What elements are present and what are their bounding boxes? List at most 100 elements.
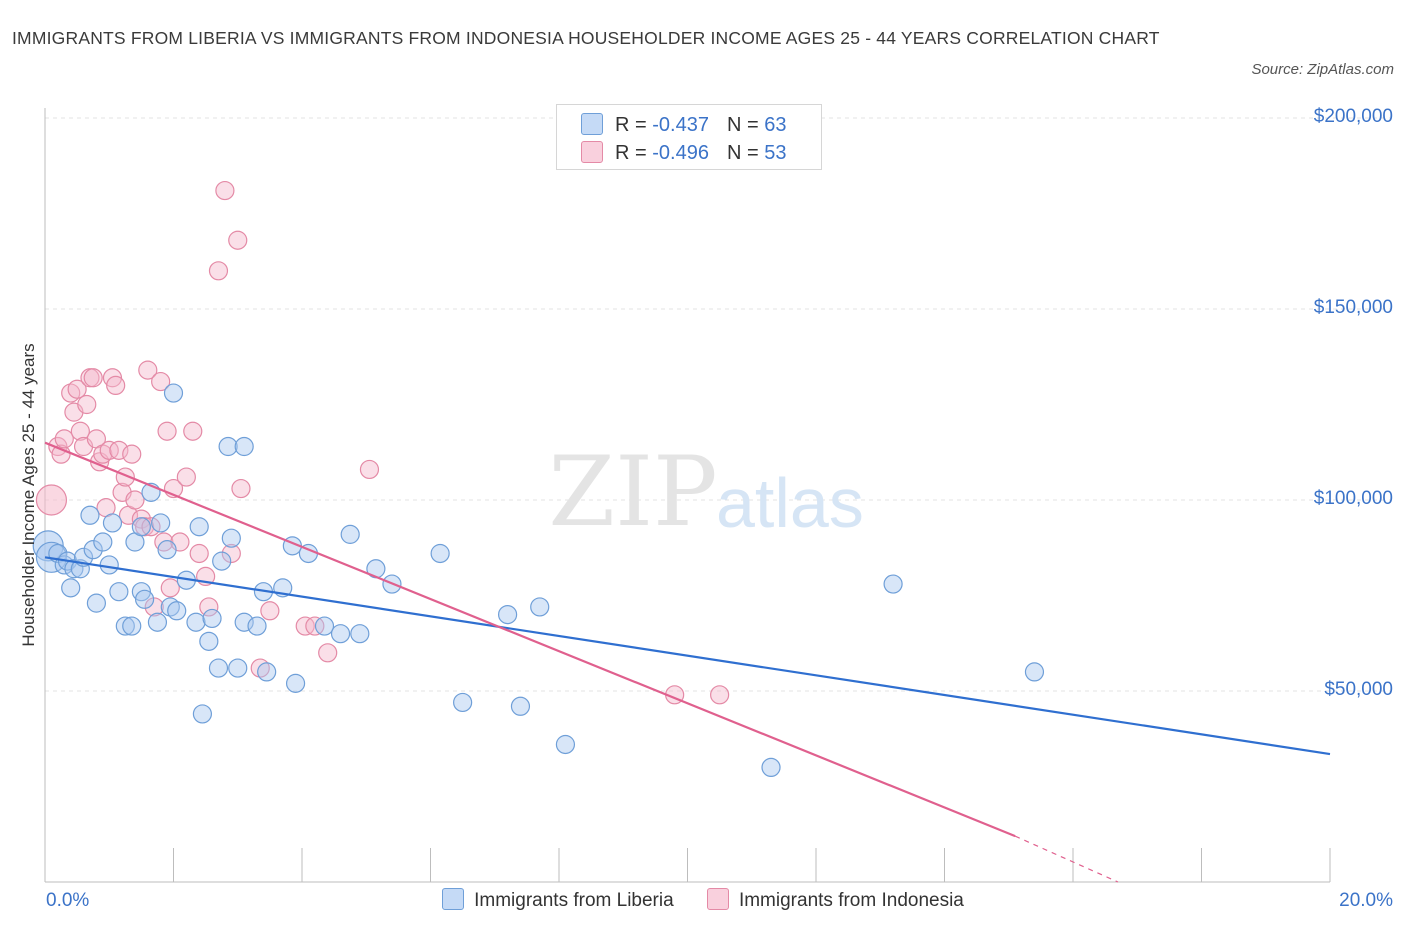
indonesia-point-2 <box>51 444 71 464</box>
chart-title: IMMIGRANTS FROM LIBERIA VS IMMIGRANTS FR… <box>12 28 1160 48</box>
liberia-point-27 <box>163 383 184 403</box>
liberia-point-34 <box>202 608 222 629</box>
indonesia-point-41 <box>208 261 229 281</box>
indonesia-point-50 <box>318 643 338 663</box>
liberia-point-58 <box>510 696 531 716</box>
series-liberia-points <box>32 383 1045 778</box>
liberia-point-61 <box>761 757 781 778</box>
liberia-point-49 <box>314 616 335 636</box>
indonesia-point-24 <box>125 490 145 510</box>
series-indonesia-points <box>35 180 730 705</box>
indonesia-point-47 <box>260 601 280 621</box>
liberia-point-14 <box>102 513 123 533</box>
indonesia-point-28 <box>141 517 161 537</box>
indonesia-point-18 <box>106 375 126 395</box>
indonesia-point-44 <box>228 230 248 250</box>
watermark: ZIP atlas <box>548 436 863 548</box>
liberia-point-17 <box>122 616 142 636</box>
liberia-point-51 <box>340 524 360 544</box>
trend-line-indonesia-extension <box>1014 835 1119 883</box>
indonesia-point-32 <box>157 421 177 441</box>
liberia-point-12 <box>93 532 113 552</box>
liberia-point-15 <box>109 582 129 602</box>
watermark-atlas: atlas <box>716 464 864 542</box>
indonesia-point-27 <box>138 360 158 380</box>
liberia-point-38 <box>221 528 241 548</box>
legend-item-liberia[interactable]: Immigrants from Liberia <box>442 888 674 912</box>
y-tick-label-0: $50,000 <box>1324 679 1393 700</box>
liberia-point-59 <box>530 597 550 617</box>
liberia-point-39 <box>228 658 248 678</box>
liberia-point-31 <box>189 517 209 537</box>
indonesia-point-43 <box>221 543 241 564</box>
y-tick-label-3: $200,000 <box>1313 106 1393 127</box>
indonesia-point-37 <box>183 421 203 441</box>
liberia-point-5 <box>61 578 81 598</box>
legend-item-indonesia[interactable]: Immigrants from Indonesia <box>706 888 964 912</box>
indonesia-point-42 <box>215 180 235 201</box>
liberia-point-50 <box>330 624 351 644</box>
indonesia-swatch <box>581 141 603 163</box>
x-tick-label-max: 20.0% <box>1339 890 1393 911</box>
liberia-point-56 <box>453 692 473 713</box>
liberia-point-36 <box>212 551 232 571</box>
legend-row-liberia: R = -0.437 N = 63 <box>581 111 786 139</box>
liberia-point-9 <box>80 505 100 525</box>
series-legend: Immigrants from Liberia Immigrants from … <box>0 888 1406 912</box>
indonesia-point-53 <box>710 685 730 705</box>
liberia-point-55 <box>430 543 450 564</box>
grid <box>45 117 1390 692</box>
indonesia-point-29 <box>144 597 164 617</box>
indonesia-point-23 <box>122 444 142 464</box>
n-value: 53 <box>764 142 787 164</box>
liberia-point-30 <box>186 612 206 632</box>
liberia-point-47 <box>285 673 306 693</box>
n-value: 63 <box>764 114 787 136</box>
chart-source: Source: ZipAtlas.com <box>1251 61 1394 78</box>
indonesia-point-9 <box>77 394 97 415</box>
indonesia-point-40 <box>199 597 219 617</box>
liberia-point-23 <box>147 612 168 632</box>
indonesia-point-48 <box>295 616 315 636</box>
liberia-point-28 <box>167 601 187 621</box>
liberia-point-42 <box>247 616 267 636</box>
correlation-legend: R = -0.437 N = 63 R = -0.496 N = 53 <box>556 104 822 170</box>
liberia-legend-swatch <box>442 888 465 910</box>
liberia-point-52 <box>350 624 370 644</box>
liberia-point-62 <box>883 574 903 594</box>
watermark-zip: ZIP <box>548 436 717 548</box>
indonesia-point-6 <box>67 379 87 399</box>
r-value: -0.496 <box>652 142 709 164</box>
liberia-point-35 <box>208 658 229 678</box>
indonesia-point-38 <box>189 543 209 564</box>
liberia-point-13 <box>99 555 119 575</box>
indonesia-point-7 <box>70 421 90 441</box>
indonesia-point-19 <box>109 440 129 460</box>
liberia-point-21 <box>134 589 155 609</box>
trend-line-liberia <box>44 556 1331 756</box>
indonesia-point-51 <box>359 459 380 480</box>
liberia-point-60 <box>555 734 576 755</box>
r-label: R = <box>615 142 653 164</box>
liberia-point-63 <box>1024 662 1045 682</box>
indonesia-point-16 <box>99 440 119 460</box>
liberia-point-16 <box>115 616 135 636</box>
liberia-point-57 <box>498 604 518 625</box>
indonesia-point-45 <box>231 478 251 499</box>
trend-lines <box>44 441 1331 883</box>
legend-label-indonesia: Immigrants from Indonesia <box>738 890 964 911</box>
liberia-point-40 <box>234 612 254 632</box>
r-value: -0.437 <box>652 114 709 136</box>
r-label: R = <box>615 114 653 136</box>
liberia-point-10 <box>83 540 103 560</box>
y-axis-label: Householder Income Ages 25 - 44 years <box>19 343 38 647</box>
liberia-point-41 <box>234 436 254 457</box>
indonesia-point-30 <box>151 371 171 392</box>
liberia-swatch <box>581 113 603 135</box>
n-label: N = <box>726 142 765 164</box>
liberia-point-11 <box>86 593 107 613</box>
n-label: N = <box>726 114 765 136</box>
indonesia-point-36 <box>176 467 196 487</box>
liberia-point-25 <box>157 540 177 560</box>
